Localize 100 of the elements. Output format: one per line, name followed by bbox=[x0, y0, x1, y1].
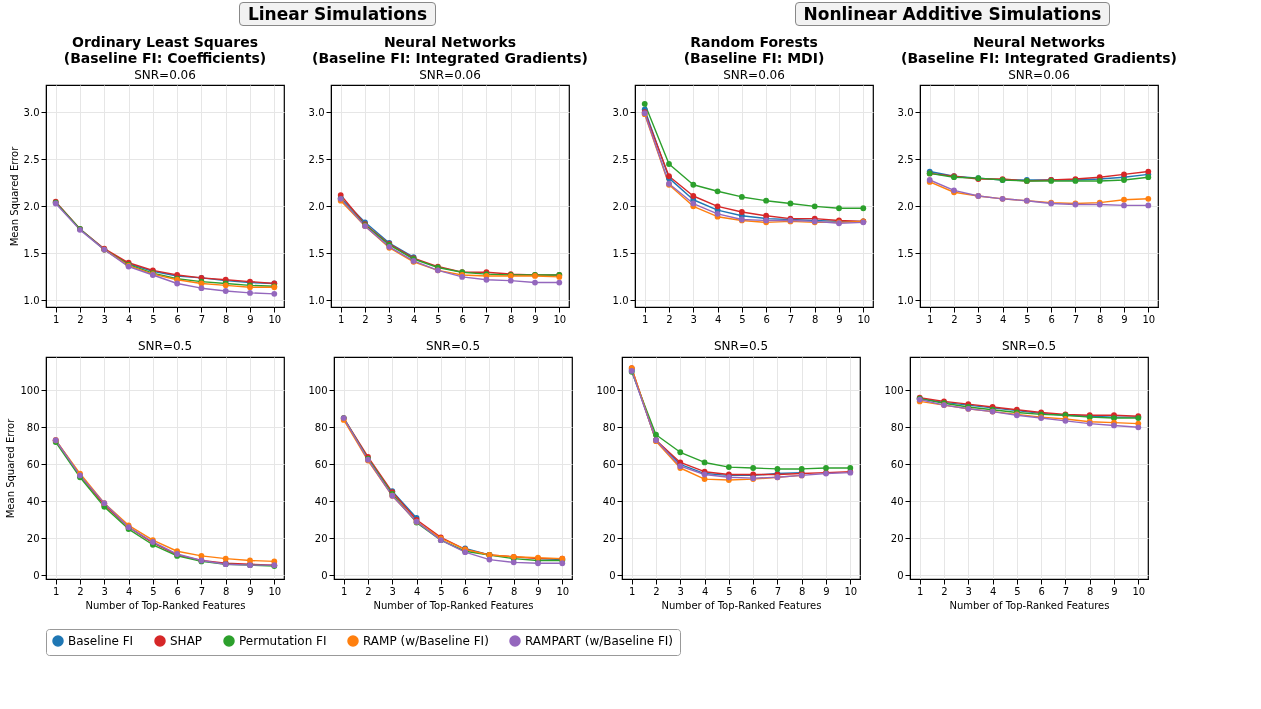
x-tick-label: 7 bbox=[787, 313, 795, 325]
x-tick-label: 8 bbox=[1087, 585, 1094, 597]
x-tick-label: 1 bbox=[642, 313, 649, 325]
chart-subtitle: SNR=0.5 bbox=[1001, 339, 1057, 353]
y-tick-label: 2.5 bbox=[23, 153, 40, 165]
x-tick-label: 9 bbox=[1121, 313, 1128, 325]
x-tick-label: 6 bbox=[1038, 585, 1045, 597]
x-tick-label: 4 bbox=[701, 585, 709, 597]
y-tick-label: 2.0 bbox=[612, 200, 629, 212]
y-tick-label: 100 bbox=[20, 384, 40, 396]
x-tick-label: 8 bbox=[799, 585, 806, 597]
y-tick-label: 3.0 bbox=[897, 106, 914, 118]
x-tick-label: 8 bbox=[508, 313, 515, 325]
x-tick-label: 6 bbox=[174, 585, 181, 597]
y-tick-label: 2.0 bbox=[23, 200, 40, 212]
chart-subtitle: SNR=0.5 bbox=[137, 339, 193, 353]
legend-label: Permutation FI bbox=[239, 634, 327, 648]
y-tick-label: 100 bbox=[308, 384, 328, 396]
y-tick-label: 3.0 bbox=[23, 106, 40, 118]
x-tick-label: 6 bbox=[763, 313, 770, 325]
x-tick-label: 4 bbox=[125, 585, 133, 597]
x-tick-label: 2 bbox=[77, 585, 84, 597]
x-tick-label: 6 bbox=[462, 585, 469, 597]
x-tick-label: 5 bbox=[1024, 313, 1031, 325]
x-tick-label: 10 bbox=[556, 585, 570, 597]
x-tick-label: 8 bbox=[812, 313, 819, 325]
x-tick-label: 2 bbox=[666, 313, 673, 325]
x-tick-label: 4 bbox=[714, 313, 722, 325]
x-tick-label: 5 bbox=[1014, 585, 1021, 597]
x-tick-label: 10 bbox=[857, 313, 871, 325]
y-axis-title: Mean Squared Error bbox=[5, 417, 17, 519]
x-tick-label: 6 bbox=[174, 313, 181, 325]
x-tick-label: 7 bbox=[198, 313, 206, 325]
x-tick-label: 1 bbox=[53, 585, 60, 597]
x-tick-label: 3 bbox=[975, 313, 982, 325]
y-tick-label: 2.0 bbox=[308, 200, 325, 212]
y-tick-label: 0 bbox=[321, 569, 328, 581]
x-tick-label: 2 bbox=[362, 313, 369, 325]
y-tick-label: 40 bbox=[314, 495, 328, 507]
chart-title: Random Forests (Baseline FI: MDI) bbox=[683, 34, 825, 66]
x-tick-label: 3 bbox=[965, 585, 972, 597]
y-tick-label: 0 bbox=[33, 569, 40, 581]
chart-subtitle: SNR=0.06 bbox=[723, 68, 785, 82]
y-tick-label: 80 bbox=[890, 421, 904, 433]
chart-title: Ordinary Least Squares (Baseline FI: Coefficients) bbox=[63, 34, 267, 66]
x-tick-label: 3 bbox=[690, 313, 697, 325]
y-tick-label: 1.5 bbox=[897, 247, 914, 259]
y-tick-label: 0 bbox=[609, 569, 616, 581]
y-tick-label: 100 bbox=[596, 384, 616, 396]
legend-label: RAMPART (w/Baseline FI) bbox=[525, 634, 674, 648]
legend-label: SHAP bbox=[170, 634, 203, 648]
x-tick-label: 9 bbox=[836, 313, 843, 325]
chart-title: Neural Networks (Baseline FI: Integrated Gradients) bbox=[901, 34, 1177, 66]
x-tick-label: 5 bbox=[726, 585, 733, 597]
x-tick-label: 9 bbox=[247, 585, 254, 597]
x-tick-label: 2 bbox=[951, 313, 958, 325]
y-tick-label: 40 bbox=[602, 495, 616, 507]
y-tick-label: 1.0 bbox=[23, 294, 40, 306]
y-tick-label: 1.5 bbox=[612, 247, 629, 259]
chart-subtitle: SNR=0.06 bbox=[419, 68, 481, 82]
x-axis-title: Number of Top-Ranked Features bbox=[373, 599, 534, 611]
x-tick-label: 9 bbox=[535, 585, 542, 597]
x-tick-label: 2 bbox=[941, 585, 948, 597]
x-tick-label: 4 bbox=[999, 313, 1007, 325]
x-tick-label: 3 bbox=[677, 585, 684, 597]
y-tick-label: 1.5 bbox=[23, 247, 40, 259]
x-tick-label: 9 bbox=[1111, 585, 1118, 597]
x-tick-label: 6 bbox=[750, 585, 757, 597]
legend-label: Baseline FI bbox=[68, 634, 134, 648]
x-tick-label: 1 bbox=[927, 313, 934, 325]
legend-label: RAMP (w/Baseline FI) bbox=[363, 634, 489, 648]
chart-subtitle: SNR=0.06 bbox=[134, 68, 196, 82]
x-tick-label: 1 bbox=[917, 585, 924, 597]
x-tick-label: 8 bbox=[223, 313, 230, 325]
x-tick-label: 10 bbox=[268, 313, 282, 325]
x-tick-label: 5 bbox=[150, 585, 157, 597]
x-tick-label: 4 bbox=[413, 585, 421, 597]
chart-subtitle: SNR=0.5 bbox=[713, 339, 769, 353]
x-tick-label: 3 bbox=[389, 585, 396, 597]
y-tick-label: 60 bbox=[314, 458, 328, 470]
x-tick-label: 10 bbox=[844, 585, 858, 597]
x-tick-label: 6 bbox=[1048, 313, 1055, 325]
y-tick-label: 0 bbox=[897, 569, 904, 581]
y-tick-label: 20 bbox=[890, 532, 904, 544]
x-tick-label: 1 bbox=[53, 313, 60, 325]
y-tick-label: 3.0 bbox=[612, 106, 629, 118]
x-tick-label: 8 bbox=[511, 585, 518, 597]
x-tick-label: 5 bbox=[438, 585, 445, 597]
x-tick-label: 6 bbox=[459, 313, 466, 325]
x-tick-label: 3 bbox=[101, 313, 108, 325]
y-tick-label: 2.5 bbox=[897, 153, 914, 165]
y-tick-label: 1.0 bbox=[612, 294, 629, 306]
x-tick-label: 2 bbox=[365, 585, 372, 597]
y-tick-label: 2.5 bbox=[612, 153, 629, 165]
x-tick-label: 2 bbox=[77, 313, 84, 325]
x-tick-label: 9 bbox=[823, 585, 830, 597]
x-tick-label: 10 bbox=[1142, 313, 1156, 325]
y-tick-label: 100 bbox=[884, 384, 904, 396]
x-tick-label: 7 bbox=[1062, 585, 1070, 597]
y-tick-label: 80 bbox=[314, 421, 328, 433]
